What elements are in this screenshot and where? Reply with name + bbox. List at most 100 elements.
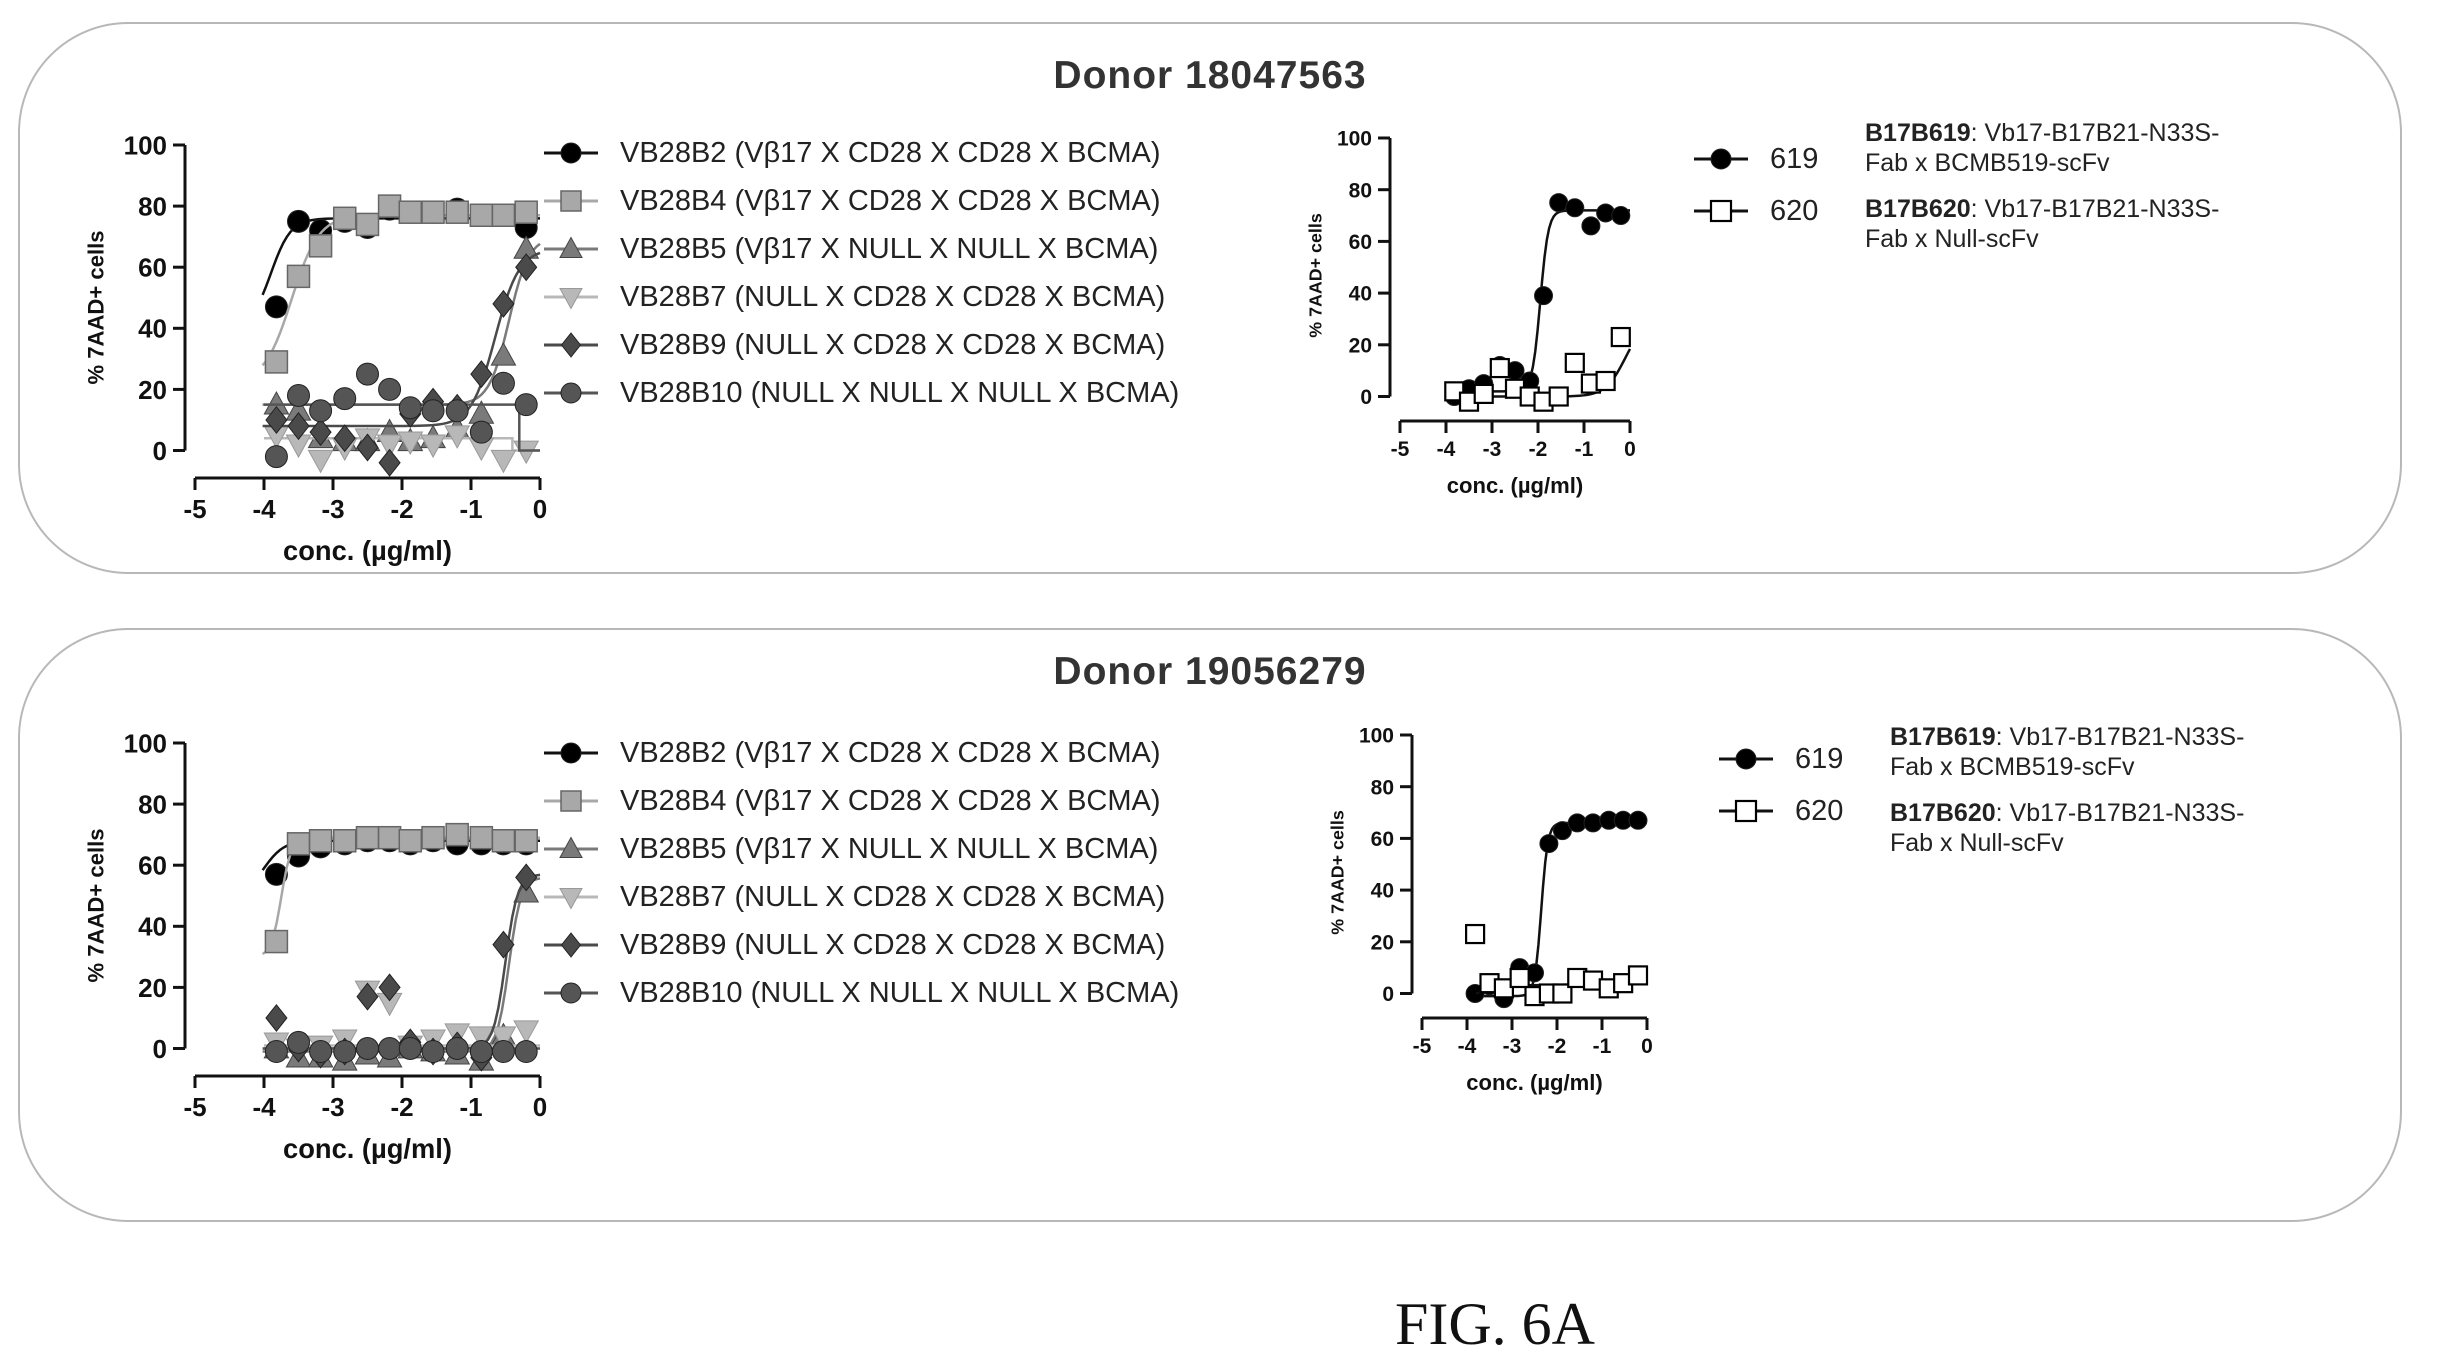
data-point bbox=[1534, 286, 1554, 306]
legend-label: VB28B7 (NULL X CD28 X CD28 X BCMA) bbox=[620, 881, 1166, 913]
data-point bbox=[421, 399, 445, 423]
construct-desc: : Vb17-B17B21-N33S- bbox=[1970, 119, 2220, 147]
data-point bbox=[309, 1040, 333, 1064]
x-axis-label: conc. (µg/ml) bbox=[1466, 1070, 1602, 1095]
data-point bbox=[1444, 381, 1465, 402]
legend-marker bbox=[560, 142, 582, 164]
fit-curve bbox=[262, 877, 541, 1053]
x-axis-label: conc. (µg/ml) bbox=[1447, 473, 1583, 498]
data-point bbox=[1564, 352, 1585, 373]
data-point bbox=[468, 1026, 495, 1050]
data-point bbox=[470, 360, 493, 389]
data-point bbox=[1465, 923, 1486, 945]
legend-label: 619 bbox=[1770, 143, 1819, 175]
data-point bbox=[356, 362, 379, 386]
series-group bbox=[264, 362, 540, 469]
legend-label: VB28B5 (Vβ17 X NULL X NULL X BCMA) bbox=[620, 833, 1159, 865]
y-tick-label: 40 bbox=[1371, 880, 1394, 903]
legend-swatch bbox=[544, 142, 598, 164]
data-point bbox=[377, 825, 402, 850]
data-point bbox=[378, 973, 401, 1002]
data-point bbox=[490, 449, 517, 474]
x-tick-label: -3 bbox=[1483, 438, 1502, 461]
data-point bbox=[490, 1026, 517, 1050]
x-axis-label: conc. (µg/ml) bbox=[283, 1133, 452, 1164]
note-entry-619: B17B619: Vb17-B17B21-N33S- Fab x BCMB519… bbox=[1890, 722, 2244, 782]
fit-curve bbox=[264, 403, 540, 452]
data-point bbox=[265, 1003, 288, 1032]
data-point bbox=[287, 1030, 310, 1054]
data-point bbox=[378, 377, 402, 401]
data-point bbox=[1473, 383, 1494, 405]
legend-label: VB28B2 (Vβ17 X CD28 X CD28 X BCMA) bbox=[620, 737, 1161, 769]
x-tick-label: -3 bbox=[321, 1092, 344, 1122]
legend-label: VB28B9 (NULL X CD28 X CD28 X BCMA) bbox=[620, 929, 1166, 961]
legend-label: VB28B10 (NULL X NULL X NULL X BCMA) bbox=[620, 377, 1180, 409]
data-point bbox=[469, 203, 494, 228]
legend-marker bbox=[560, 742, 582, 764]
construct-desc-cont: Fab x Null-scFv bbox=[1890, 829, 2064, 857]
y-tick-label: 20 bbox=[138, 973, 167, 1003]
data-point bbox=[1611, 206, 1631, 226]
legend-label: VB28B2 (Vβ17 X CD28 X CD28 X BCMA) bbox=[620, 137, 1161, 169]
donor-panel-2: Donor 19056279 bbox=[18, 628, 2402, 1222]
x-tick-label: -5 bbox=[1391, 438, 1410, 461]
construct-desc: : Vb17-B17B21-N33S- bbox=[1970, 195, 2220, 223]
legend-swatch bbox=[1694, 148, 1748, 170]
y-tick-label: 0 bbox=[1360, 386, 1372, 409]
y-tick-label: 60 bbox=[1349, 231, 1372, 254]
legend-marker bbox=[559, 836, 583, 858]
data-point bbox=[421, 825, 445, 850]
x-tick-label: -1 bbox=[459, 494, 482, 524]
data-point bbox=[445, 200, 469, 224]
x-tick-label: -4 bbox=[252, 494, 276, 524]
donor-panel-1: Donor 18047563 bbox=[18, 22, 2402, 574]
data-point bbox=[1489, 357, 1510, 379]
x-tick-label: -4 bbox=[252, 1092, 276, 1122]
legend-label: VB28B5 (Vβ17 X NULL X NULL X BCMA) bbox=[620, 233, 1159, 265]
legend-marker bbox=[559, 236, 583, 258]
legend-swatch bbox=[544, 332, 598, 358]
construct-code: B17B620 bbox=[1890, 799, 1996, 827]
legend-swatch bbox=[544, 288, 598, 310]
construct-desc-cont: Fab x BCMB519-scFv bbox=[1865, 149, 2110, 177]
y-tick-label: 60 bbox=[138, 851, 167, 881]
axes: 0 20 40 60 80 100 -5 -4 -3 -2 -1 0 conc. (µg/ml) % 7A… bbox=[1327, 725, 1652, 1095]
panel-title: Donor 18047563 bbox=[1053, 54, 1367, 97]
legend-swatch bbox=[1719, 799, 1773, 823]
data-point bbox=[264, 862, 288, 886]
y-tick-label: 20 bbox=[1371, 931, 1394, 954]
data-point bbox=[514, 393, 538, 417]
legend-label: 619 bbox=[1795, 743, 1844, 775]
x-axis-label: conc. (µg/ml) bbox=[283, 535, 452, 566]
axes: 0 20 40 60 80 100 -5 -4 -3 -2 -1 0 conc. (µg/ml) % 7A… bbox=[83, 130, 547, 566]
legend-swatch bbox=[544, 836, 598, 858]
donor1-main-chart: 0 20 40 60 80 100 -5 -4 -3 -2 -1 0 conc. (µg/ml) % 7A… bbox=[83, 130, 547, 566]
note-entry-620: B17B620: Vb17-B17B21-N33S- Fab x Null-sc… bbox=[1890, 798, 2244, 858]
data-point bbox=[332, 829, 357, 853]
data-point bbox=[491, 203, 516, 228]
fit-curve bbox=[261, 214, 540, 367]
legend-marker bbox=[1710, 148, 1732, 170]
y-axis-label: % 7AAD+ cells bbox=[1305, 213, 1325, 338]
note-entry-620: B17B620: Vb17-B17B21-N33S- Fab x Null-sc… bbox=[1865, 194, 2219, 254]
x-tick-label: -5 bbox=[1413, 1035, 1432, 1058]
y-tick-label: 80 bbox=[1349, 179, 1372, 202]
data-point bbox=[377, 194, 402, 218]
y-tick-label: 40 bbox=[138, 912, 167, 942]
data-point bbox=[309, 418, 332, 447]
legend-marker bbox=[1709, 199, 1733, 223]
data-point bbox=[515, 863, 538, 892]
data-point bbox=[469, 420, 493, 444]
data-point bbox=[356, 982, 379, 1011]
legend-label: VB28B7 (NULL X CD28 X CD28 X BCMA) bbox=[620, 281, 1166, 313]
series-group bbox=[264, 1030, 540, 1064]
data-point bbox=[1509, 967, 1530, 989]
x-tick-label: -3 bbox=[1503, 1035, 1522, 1058]
data-point bbox=[264, 350, 289, 374]
x-tick-label: -4 bbox=[1437, 438, 1456, 461]
data-point bbox=[514, 200, 538, 224]
data-point bbox=[332, 206, 357, 231]
legend-label: VB28B4 (Vβ17 X CD28 X CD28 X BCMA) bbox=[620, 785, 1161, 817]
y-axis-label: % 7AAD+ cells bbox=[83, 230, 108, 384]
